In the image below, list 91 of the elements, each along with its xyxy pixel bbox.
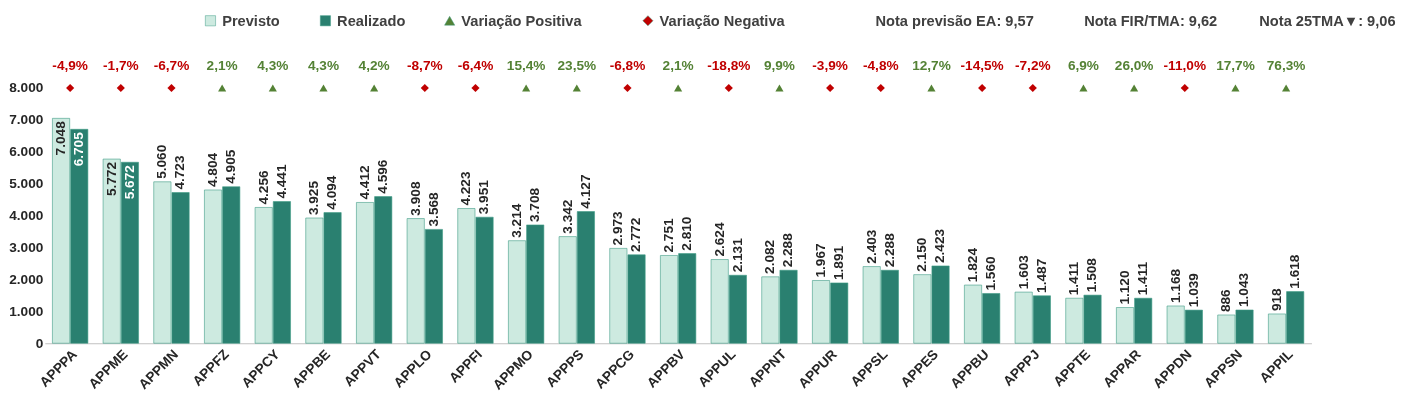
legend-label: Previsto: [222, 12, 280, 29]
data-label: 918: [1268, 287, 1284, 312]
data-label: 3.568: [425, 191, 441, 227]
data-label: 1.120: [1116, 270, 1132, 305]
data-label: 4.723: [172, 155, 188, 190]
y-tick-label: 6.000: [9, 144, 44, 160]
annotation: 2,1%: [662, 58, 694, 74]
data-label: 1.508: [1084, 257, 1100, 293]
data-label: 2.624: [711, 222, 727, 257]
data-label: 1.411: [1135, 261, 1151, 296]
y-tick-label: 2.000: [9, 271, 44, 287]
data-label: 1.967: [812, 243, 828, 278]
annotation: -18,8%: [707, 58, 751, 74]
data-label: 2.810: [679, 216, 695, 251]
data-label: 886: [1218, 288, 1234, 313]
annotation: -14,5%: [960, 58, 1004, 74]
data-label: 2.403: [863, 229, 879, 264]
y-tick-label: 1.000: [9, 303, 44, 319]
annotation: 9,9%: [763, 58, 795, 74]
annotation: -3,9%: [812, 58, 848, 74]
data-label: 5.672: [121, 164, 137, 200]
annotation: 6,9%: [1067, 58, 1099, 74]
data-label: 1.824: [964, 247, 980, 283]
annotation: 17,7%: [1216, 58, 1255, 74]
data-label: 5.772: [103, 161, 119, 197]
data-label: 1.039: [1185, 272, 1201, 308]
data-label: 2.150: [914, 237, 930, 272]
y-tick-label: 7.000: [9, 112, 44, 128]
annotation: -4,9%: [52, 58, 88, 74]
y-tick-label: 4.000: [9, 208, 44, 223]
data-label: 2.973: [610, 210, 626, 246]
data-label: 4.905: [223, 149, 239, 184]
data-label: 4.596: [375, 159, 391, 194]
data-label: 4.256: [255, 170, 271, 205]
data-label: 1.043: [1236, 272, 1252, 308]
annotation: -4,8%: [862, 58, 899, 74]
annotation: 4,3%: [257, 58, 289, 74]
data-label: 7.048: [52, 120, 68, 156]
annotation: -1,7%: [103, 58, 139, 74]
data-label: 2.288: [780, 232, 796, 268]
annotation: -6,7%: [153, 58, 190, 74]
data-label: 3.951: [476, 179, 492, 215]
data-label: 1.411: [1066, 261, 1082, 296]
text: Nota FIR/TMA: 9,62: [1084, 12, 1218, 29]
legend-label: Variação Negativa: [659, 12, 786, 29]
data-label: 1.168: [1167, 268, 1183, 304]
data-label: 3.708: [527, 187, 543, 223]
data-label: 1.487: [1033, 258, 1049, 293]
annotation: -11,0%: [1163, 58, 1206, 74]
annotation: 15,4%: [506, 58, 546, 74]
text: Nota previsão EA: 9,57: [875, 12, 1034, 29]
y-tick-label: 5.000: [9, 176, 44, 192]
data-label: 4.412: [356, 165, 372, 200]
y-tick-label: 8.000: [9, 80, 44, 96]
data-label: 2.772: [628, 217, 644, 252]
data-label: 1.560: [983, 256, 999, 291]
data-label: 2.423: [932, 228, 948, 264]
data-label: 6.705: [71, 131, 87, 167]
data-label: 3.925: [306, 180, 322, 216]
y-tick-label: 0: [35, 335, 44, 351]
annotation: -6,4%: [457, 58, 494, 74]
data-label: 2.131: [729, 237, 745, 273]
legend-label: Realizado: [337, 12, 406, 29]
text: Nota 25TMA▼: 9,06: [1259, 12, 1396, 29]
data-label: 1.603: [1015, 254, 1031, 290]
data-label: 4.127: [577, 174, 593, 209]
data-label: 2.751: [660, 218, 676, 253]
annotation: 76,3%: [1266, 58, 1306, 74]
data-label: 1.618: [1287, 254, 1303, 289]
data-label: 4.223: [458, 171, 474, 206]
data-label: 4.441: [273, 164, 289, 199]
data-label: 2.288: [881, 232, 897, 268]
annotation: -8,7%: [407, 58, 443, 74]
data-label: 4.804: [204, 152, 220, 188]
legend-label: Variação Positiva: [461, 12, 583, 29]
data-label: 1.891: [831, 245, 847, 280]
annotation: 4,2%: [358, 58, 390, 74]
data-label: 2.082: [762, 239, 778, 274]
y-tick-label: 3.000: [9, 239, 44, 255]
annotation: 2,1%: [206, 58, 238, 74]
data-label: 3.342: [559, 199, 575, 234]
data-label: 5.060: [154, 144, 170, 179]
annotation: 4,3%: [307, 58, 340, 74]
annotation: 12,7%: [912, 58, 951, 74]
data-label: 4.094: [324, 175, 340, 210]
data-label: 3.214: [508, 203, 524, 238]
annotation: -6,8%: [609, 58, 646, 74]
annotation: -7,2%: [1014, 58, 1051, 74]
annotation: 26,0%: [1114, 58, 1154, 74]
data-label: 3.908: [407, 181, 423, 216]
annotation: 23,5%: [557, 58, 597, 74]
